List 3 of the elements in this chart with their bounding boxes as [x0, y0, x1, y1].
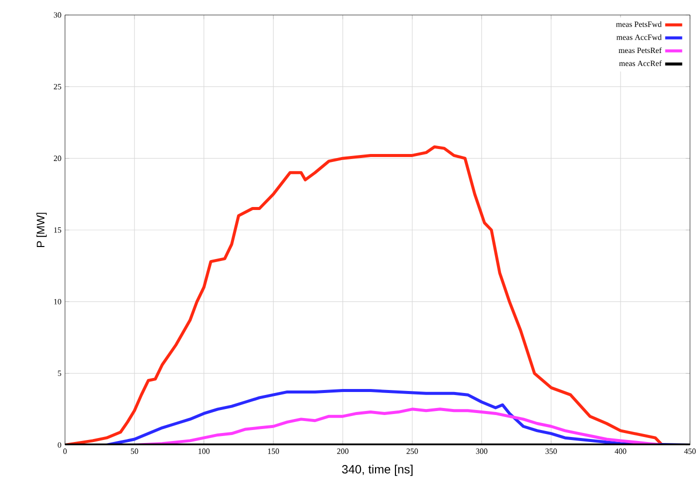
line-series [65, 145, 664, 445]
x-axis-title: 340, time [ns] [342, 464, 413, 476]
y-axis-title: P [MW] [36, 212, 47, 248]
